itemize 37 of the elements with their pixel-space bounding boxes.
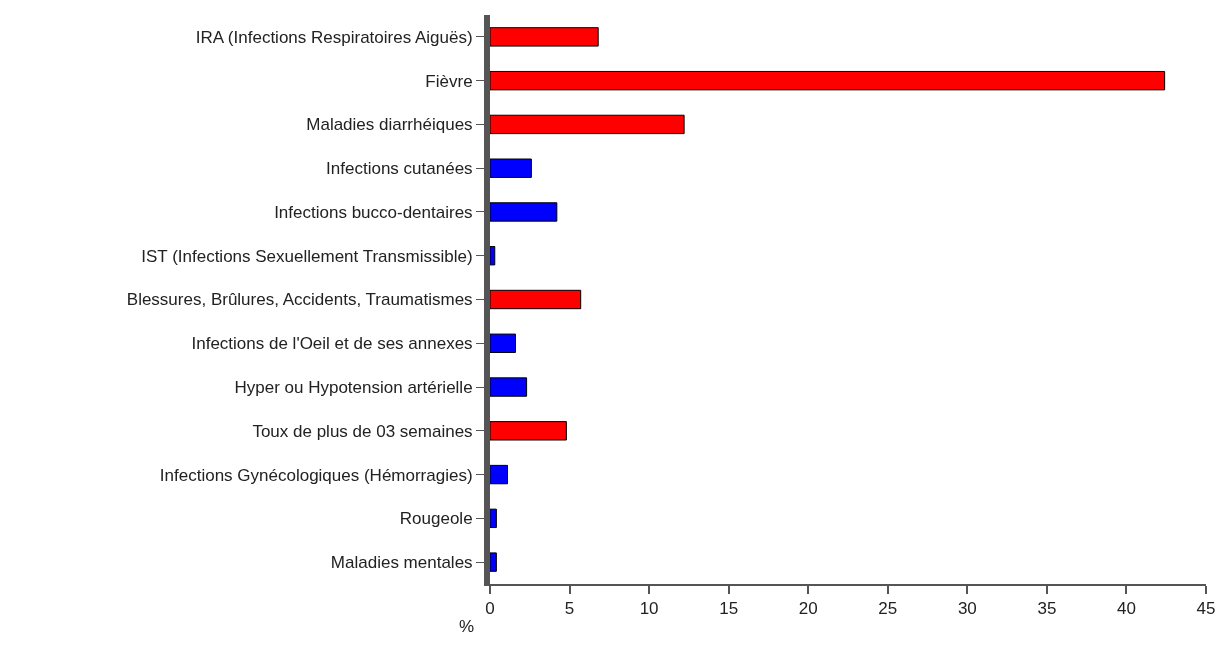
bar: [490, 202, 558, 222]
y-tick-label: Infections Gynécologiques (Hémorragies): [159, 465, 473, 485]
bar: [490, 333, 516, 353]
y-tick-label: Infections de l'Oeil et de ses annexes: [191, 334, 473, 354]
bar: [490, 508, 497, 529]
bar: [490, 289, 582, 310]
x-tick-label: 45: [1196, 599, 1216, 619]
bar: [490, 246, 496, 266]
y-tick-label: IST (Infections Sexuellement Transmissible): [141, 246, 473, 266]
y-tick-label: Blessures, Brûlures, Accidents, Traumatismes: [126, 290, 473, 310]
y-tick-label: Rougeole: [399, 509, 473, 529]
bar: [490, 70, 1166, 91]
x-tick-label: 20: [798, 599, 818, 619]
x-tick-label: 10: [639, 599, 659, 619]
x-tick-label: 35: [1037, 599, 1057, 619]
x-tick-label: 5: [564, 599, 575, 619]
y-tick-label: Fièvre: [425, 71, 473, 91]
y-tick-label: IRA (Infections Respiratoires Aiguës): [195, 27, 473, 47]
y-tick-label: Hyper ou Hypotension artérielle: [234, 377, 473, 397]
y-tick-label: Toux de plus de 03 semaines: [252, 421, 473, 441]
x-tick-label: 15: [719, 599, 739, 619]
bar: [490, 464, 508, 485]
x-axis-title: %: [459, 617, 475, 636]
x-tick-label: 25: [878, 599, 898, 619]
bar: [490, 114, 685, 135]
x-tick-label: 40: [1116, 599, 1136, 619]
y-tick-label: Infections cutanées: [326, 159, 473, 179]
y-tick-label: Maladies diarrhéiques: [306, 115, 473, 135]
y-tick-label: Maladies mentales: [330, 553, 473, 573]
x-tick-label: 30: [957, 599, 977, 619]
bar: [490, 552, 497, 572]
bar: [490, 421, 567, 441]
y-tick-label: Infections bucco-dentaires: [274, 202, 473, 222]
bar: [490, 377, 528, 397]
bar: [490, 27, 599, 47]
bar: [490, 158, 532, 178]
x-tick-label: 0: [485, 599, 495, 619]
